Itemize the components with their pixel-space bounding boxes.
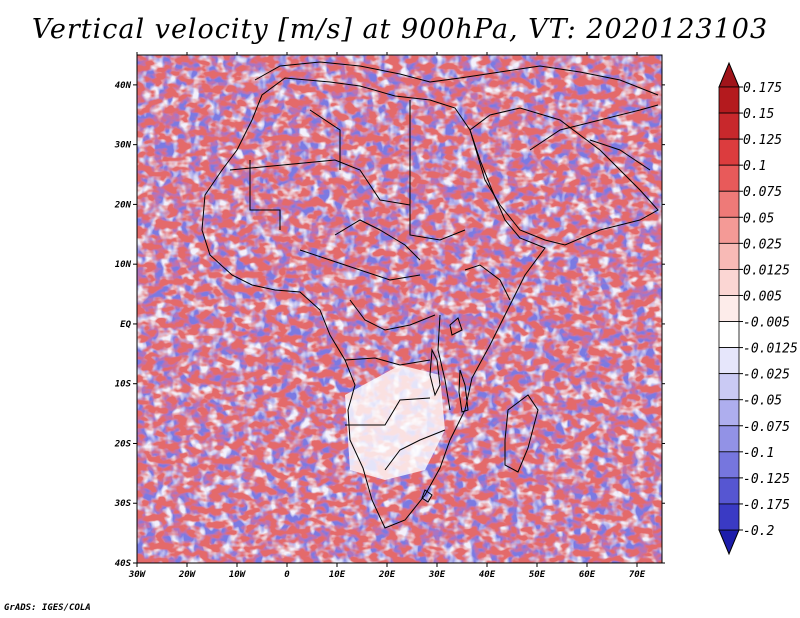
colorbar-segment: [718, 164, 740, 192]
colorbar-label: 0.025: [743, 237, 782, 252]
colorbar-label: 0.05: [743, 211, 774, 226]
y-tick-label: 30N: [114, 141, 132, 151]
x-tick-label: 40E: [479, 570, 496, 580]
colorbar-label: 0.175: [743, 81, 782, 96]
colorbar-label: 0.1: [743, 159, 766, 174]
colorbar-segment: [718, 503, 740, 531]
x-tick-label: 20W: [178, 570, 197, 580]
x-tick-label: 10E: [329, 570, 346, 580]
y-tick-label: 40S: [115, 559, 132, 569]
colorbar-segment: [718, 269, 740, 296]
y-tick-label: EQ: [120, 320, 131, 330]
y-tick-label: 20S: [114, 439, 132, 449]
colorbar-label: -0.175: [743, 498, 790, 513]
x-tick-label: 50E: [529, 570, 546, 580]
y-tick-label: 20N: [114, 200, 132, 210]
map-title: Vertical velocity [m/s] at 900hPa, VT: 2…: [31, 14, 769, 45]
colorbar-label: 0.075: [743, 185, 782, 200]
colorbar-label: -0.0125: [743, 342, 798, 357]
colorbar-top-cap: [718, 61, 740, 88]
y-tick-label: 40N: [115, 81, 132, 91]
colorbar-segment: [718, 138, 740, 166]
x-tick-label: 10W: [229, 570, 247, 580]
colorbar-segment: [718, 347, 740, 375]
colorbar-segment: [718, 295, 740, 322]
colorbar-label: -0.005: [743, 316, 790, 331]
colorbar-label: 0.0125: [743, 263, 790, 278]
colorbar-label: -0.125: [743, 472, 790, 487]
colorbar-bottom-cap: [718, 529, 740, 556]
colorbar-segment: [718, 425, 740, 453]
colorbar-label: -0.1: [743, 446, 774, 461]
x-tick-label: 30E: [428, 570, 446, 580]
colorbar-label: 0.15: [743, 107, 774, 122]
y-tick-label: 10S: [115, 380, 132, 390]
x-tick-label: 0: [284, 570, 290, 580]
colorbar-label: -0.025: [743, 368, 790, 383]
colorbar-segment: [718, 451, 740, 479]
x-tick-label: 20E: [378, 570, 396, 580]
colorbar-segment: [718, 216, 740, 244]
colorbar-segment: [718, 399, 740, 427]
axis-labels: 30W 20W 10W 0 10E 20E 30E 40E 50E 60E 70E 40S 30S 20S…: [114, 81, 646, 580]
colorbar-segment: [718, 112, 740, 140]
colorbar-segment: [718, 477, 740, 505]
y-tick-label: 10N: [115, 260, 132, 270]
coastlines: [201, 61, 659, 529]
colorbar-label: -0.075: [743, 420, 790, 435]
colorbar: 0.175 0.15 0.125 0.1 0.075 0.05 0.025 0.0125 0.0…: [718, 61, 798, 556]
colorbar-segment: [718, 190, 740, 218]
colorbar-label: -0.2: [743, 524, 774, 539]
vertical-velocity-field: [137, 55, 662, 563]
colorbar-segment: [718, 321, 740, 348]
colorbar-segment: [718, 242, 740, 270]
colorbar-label: 0.005: [743, 289, 782, 304]
colorbar-label: -0.05: [743, 394, 782, 409]
colorbar-label: 0.125: [743, 133, 782, 148]
x-tick-label: 60E: [579, 570, 596, 580]
x-tick-label: 30W: [128, 570, 147, 580]
plot-frame: [136, 54, 663, 564]
colorbar-segment: [718, 373, 740, 401]
axis-ticks: [133, 52, 665, 567]
grads-credit: GrADS: IGES/COLA: [4, 603, 91, 613]
colorbar-segment: [718, 86, 740, 114]
x-tick-label: 70E: [629, 570, 646, 580]
lakes: [421, 317, 469, 503]
y-tick-label: 30S: [114, 499, 132, 509]
